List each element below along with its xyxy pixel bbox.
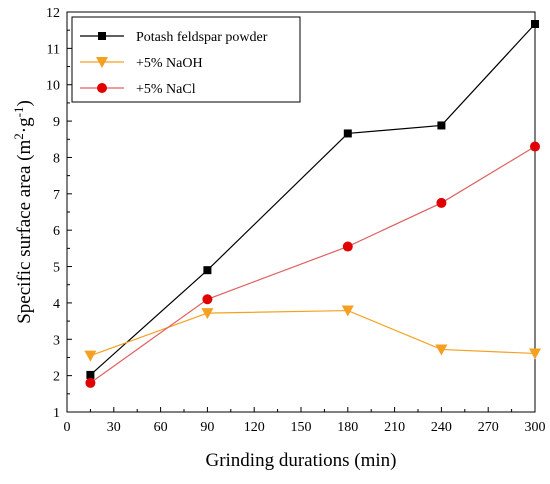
data-point [530,141,540,152]
x-tick-label: 90 [200,420,214,435]
x-tick-label: 180 [337,420,358,435]
y-tick-label: 2 [53,370,60,385]
y-tick-label: 6 [53,224,60,239]
x-tick-label: 270 [478,420,499,435]
legend-marker [96,57,108,68]
legend-label: Potash feldspar powder [136,30,268,45]
x-tick-label: 120 [244,420,265,435]
data-point [343,129,352,138]
data-point [203,266,212,275]
x-tick-label: 60 [154,420,168,435]
series-layer [84,20,541,388]
data-point [341,305,354,317]
legend-marker [97,83,107,93]
x-tick-label: 240 [431,420,452,435]
data-point [529,348,541,360]
data-point [436,197,447,208]
legend: Potash feldspar powder +5% NaOH +5% NaCl [71,16,301,103]
legend-marker [98,32,106,40]
y-axis-title: Specific surface area (m2·g-1) [11,100,35,324]
series-potash-feldspar-powder [86,20,539,379]
data-point [437,121,446,130]
y-axis-title-main: Specific surface area (m [14,139,35,323]
y-tick-label: 4 [53,297,60,312]
series-line [90,309,536,357]
y-axis-title-mid: ·g [14,117,35,133]
y-tick-label: 5 [53,261,60,276]
x-tick-label: 300 [525,420,546,435]
y-tick-label: 8 [53,151,60,166]
data-point [202,294,213,305]
x-tick-label: 0 [64,420,71,435]
x-tick-label: 30 [107,420,121,435]
data-point [342,241,353,252]
series-5-naoh [84,305,541,362]
y-axis-title-sup1: 2 [11,133,26,140]
data-point [531,20,539,28]
data-point [86,370,95,379]
x-axis: 0 30 60 90 120 150 180 210 240 270 300 [64,407,546,435]
y-tick-label: 7 [53,188,60,203]
legend-label: +5% NaOH [136,56,203,71]
data-point [84,350,97,362]
data-point [435,344,448,356]
y-tick-label: 11 [47,42,60,57]
y-tick-label: 10 [46,79,60,94]
data-point [85,377,96,388]
y-tick-label: 9 [53,115,60,130]
data-point [201,308,214,320]
y-tick-label: 12 [46,6,60,21]
y-tick-label: 1 [53,406,60,421]
series-line [90,146,536,384]
legend-label: +5% NaCl [136,82,196,97]
x-tick-label: 210 [384,420,405,435]
x-axis-title: Grinding durations (min) [205,450,396,471]
y-axis-title-sup2: -1 [11,107,26,118]
y-tick-label: 3 [53,333,60,348]
x-tick-label: 150 [291,420,312,435]
series-5-nacl [85,141,540,388]
y-axis-title-end: ) [14,100,35,106]
